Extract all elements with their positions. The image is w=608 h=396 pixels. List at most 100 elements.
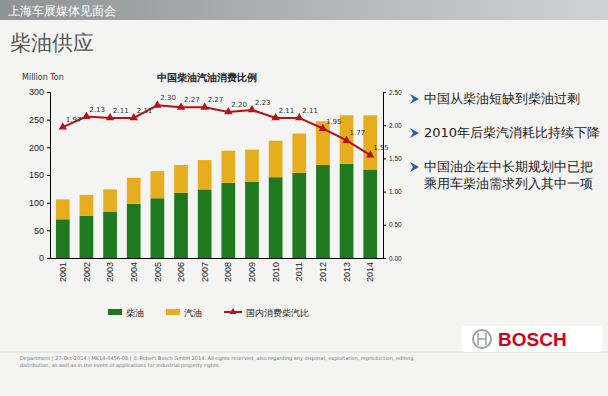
tick-label: 2010 [271,262,281,282]
tick: 1.00 [383,188,402,195]
bullet-icon [410,94,419,104]
text-line: 中国从柴油短缺到柴油过剩 [424,91,580,106]
tick-mark [383,125,386,126]
tick-label: 1.00 [389,188,402,195]
tick: 300 [29,87,50,97]
axis-title: Million Ton [22,73,64,82]
tick: 2.00 [383,122,402,129]
tick-label: 50 [34,226,44,236]
tick-label: 2005 [153,262,163,282]
data-label: 2.30 [160,94,176,102]
tick: 2001 [58,258,68,282]
legend-label: 汽油 [184,308,202,318]
tick-mark [383,225,386,226]
tick: 2007 [200,258,210,282]
bullet-icon [410,162,419,172]
logo-armature [478,333,486,345]
footer-text: Department | 27-Oct-2014 | MK14-0456-08 … [20,355,417,369]
tick-label: 0.00 [389,255,402,262]
tick-label: 2001 [58,262,68,282]
tick: 1.50 [383,155,402,162]
bar [174,165,188,193]
tick-mark [47,147,50,148]
bar [292,134,306,173]
bar [269,141,283,178]
tick-label: 2009 [247,262,257,282]
plot-area [56,100,377,258]
bar [127,204,141,258]
tick-label: 1.50 [389,155,402,162]
data-label: 2.13 [89,106,105,114]
tick: 2013 [342,258,352,282]
background [0,0,608,396]
legend-item: 柴油 [108,308,144,318]
bar [56,199,70,219]
data-label: 2.27 [184,96,200,104]
tick: 2008 [223,258,233,282]
legend-marker [229,308,236,314]
logo-ring [473,330,491,348]
y2-axis: 0.000.501.001.502.002.50 [383,89,402,262]
data-label: 2.23 [255,99,271,107]
tick-label: 2002 [82,262,92,282]
text-line: distribution, as well as in the event of… [20,362,220,369]
tick-label: 0.50 [389,221,402,228]
bar [221,183,235,258]
tick: 2006 [176,258,186,282]
tick-label: 2006 [176,262,186,282]
tick-mark [47,92,50,93]
tick: 2014 [365,258,375,282]
bullet-text: 2010年后柴汽消耗比持续下降 [424,125,600,140]
bar [245,150,259,182]
data-label: 2.27 [208,96,224,104]
tick-label: 2007 [200,262,210,282]
data-label: 1.77 [350,129,366,137]
bar [198,189,212,258]
tick: 2004 [129,258,139,282]
data-label: 2.11 [302,107,318,115]
legend-label: 柴油 [126,308,144,318]
tick-label: 250 [29,115,44,125]
y-axis: 050100150200250300 [29,87,51,263]
data-label: 2.11 [137,107,153,115]
bar [127,178,141,204]
tick-label: 100 [29,198,44,208]
chart-title: 中国柴油汽油消费比例 [157,72,257,83]
slide: 上海车展媒体见面会柴油供应Million Ton中国柴油汽油消费比例1.972.… [0,0,608,396]
tick: 2005 [153,258,163,282]
bar [363,115,377,169]
legend-swatch [108,309,122,315]
tick: 250 [29,115,50,125]
bullet-text: 中国油企在中长期规划中已把乘用车柴油需求列入其中一项 [424,159,593,191]
tick-label: 2011 [294,262,304,281]
bar [56,219,70,258]
tick-mark [383,158,386,159]
tick: 2011 [294,258,304,281]
data-label: 1.95 [326,118,342,126]
logo: BOSCH [462,326,602,352]
text-line: 2010年后柴汽消耗比持续下降 [424,125,600,140]
bar [80,216,94,258]
axis-line [384,93,387,259]
tick: 150 [29,170,50,180]
tick: 100 [29,198,50,208]
text-line: Department | 27-Oct-2014 | MK14-0456-08 … [20,355,417,362]
text-line: 乘用车柴油需求列入其中一项 [424,176,593,191]
tick: 0.00 [383,255,402,262]
text-line: 中国油企在中长期规划中已把 [424,159,593,174]
tick: 2003 [105,258,115,282]
line [63,105,370,155]
legend-item: 汽油 [166,308,202,318]
tick-label: 300 [29,87,44,97]
tick-label: 2003 [105,262,115,282]
bar-series [56,164,377,258]
tick-mark [383,192,386,193]
data-label: 1.55 [373,144,389,152]
axis-line [51,258,384,259]
bar [363,169,377,258]
tick-mark [47,258,50,259]
bar [221,151,235,183]
tick-label: 2004 [129,262,139,282]
tick-label: 2008 [223,262,233,282]
tick-label: 2013 [342,262,352,282]
